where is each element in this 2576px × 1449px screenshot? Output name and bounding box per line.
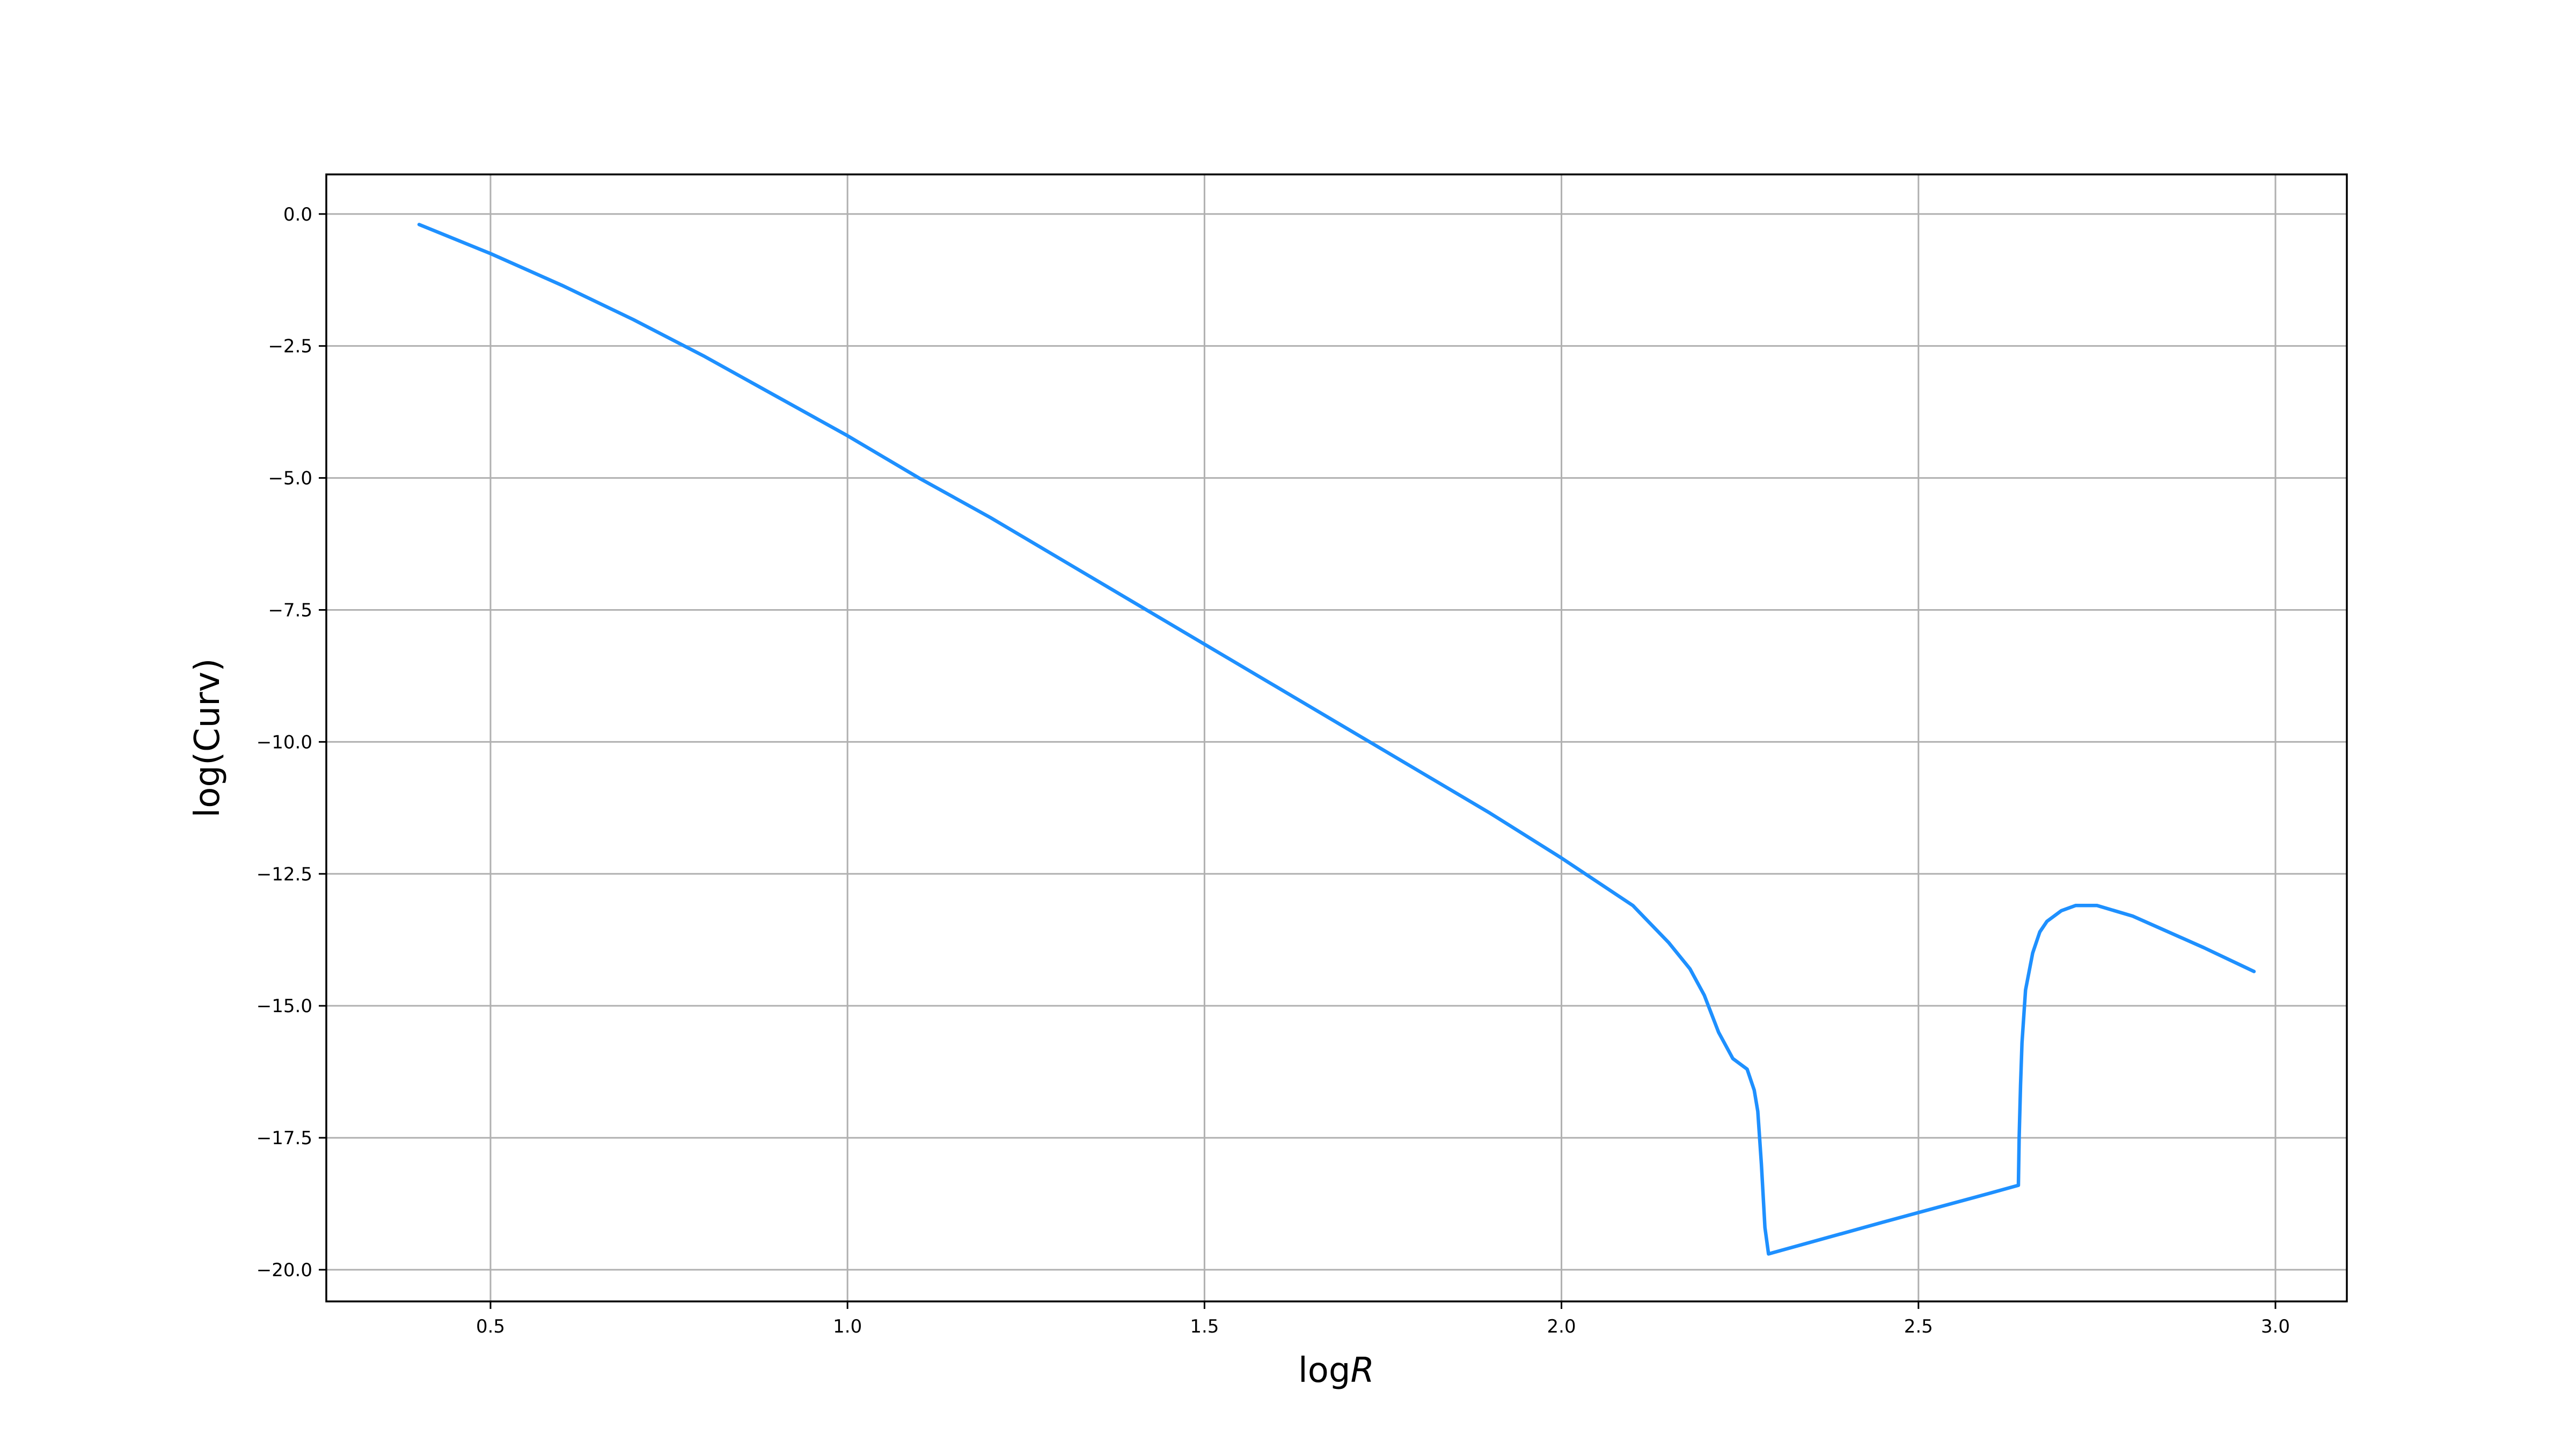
- x-tick-label: 0.5: [476, 1316, 505, 1337]
- x-axis-label: logR: [1298, 1351, 1374, 1391]
- x-tick-label: 2.0: [1547, 1316, 1576, 1337]
- y-tick-label: −20.0: [257, 1260, 312, 1281]
- y-tick-label: −7.5: [268, 599, 312, 621]
- y-tick-label: −5.0: [268, 468, 312, 489]
- x-tick-label: 2.5: [1904, 1316, 1933, 1337]
- plot-frame: [325, 173, 2348, 1302]
- x-tick-label: 1.0: [833, 1316, 862, 1337]
- x-tick-label: 1.5: [1190, 1316, 1219, 1337]
- x-tick-labels: 0.5 1.0 1.5 2.0 2.5 3.0: [476, 1316, 2290, 1337]
- series-line: [417, 223, 2256, 1256]
- x-axis-label-prefix: log: [1298, 1351, 1351, 1391]
- grid: [326, 174, 2347, 1301]
- y-tick-label: −15.0: [257, 996, 312, 1017]
- y-tick-label: −10.0: [257, 731, 312, 753]
- y-tick-label: −17.5: [257, 1128, 312, 1149]
- series-layer: [417, 223, 2256, 1256]
- x-axis-label-var: R: [1351, 1351, 1374, 1391]
- y-tick-label: −2.5: [268, 336, 312, 357]
- y-tick-label: −12.5: [257, 863, 312, 885]
- tick-marks: [319, 213, 2277, 1309]
- y-tick-label: 0.0: [283, 204, 312, 225]
- y-axis-label: log(Curv): [188, 658, 228, 818]
- x-tick-label: 3.0: [2261, 1316, 2290, 1337]
- y-tick-labels: 0.0 −2.5 −5.0 −7.5 −10.0 −12.5 −15.0 −17.5 −20.0: [257, 204, 312, 1281]
